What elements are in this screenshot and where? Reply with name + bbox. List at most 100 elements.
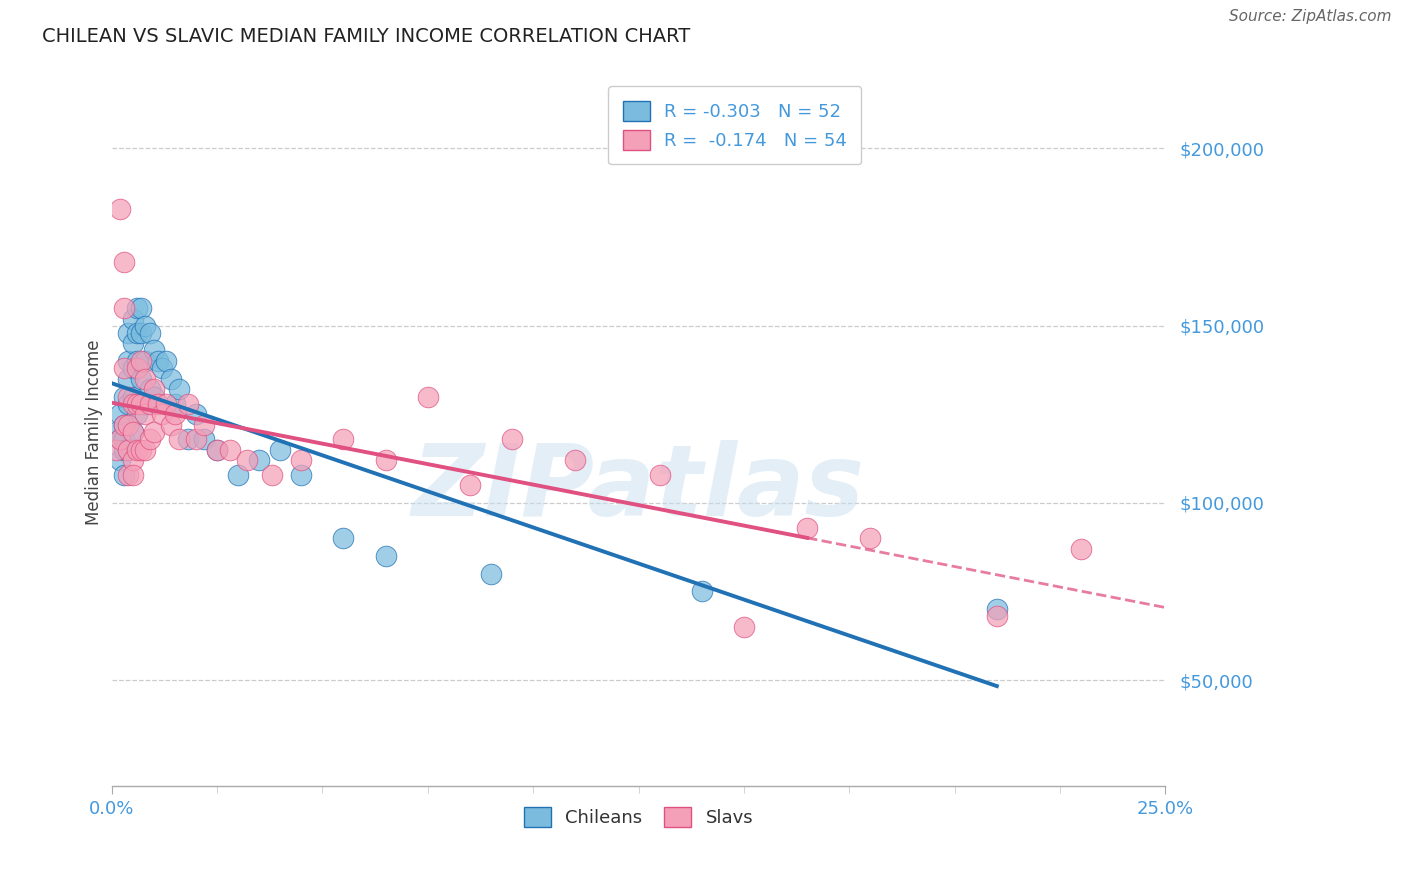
Point [176,396,198,410]
Point [117,326,139,340]
Point [290,467,312,482]
Point [121,467,143,482]
Point [205,442,228,457]
Point [648,467,671,482]
Point [733,620,755,634]
Point [117,372,139,386]
Point [247,453,270,467]
Point [374,453,396,467]
Point [108,407,131,421]
Point [117,390,139,404]
Point [125,354,148,368]
Point [129,442,152,457]
Point [564,453,586,467]
Point [193,432,215,446]
Point [117,442,139,457]
Point [134,407,156,421]
Point [129,326,152,340]
Point [138,383,160,397]
Point [226,467,249,482]
Point [134,354,156,368]
Point [134,318,156,333]
Point [112,301,135,315]
Point [125,396,148,410]
Point [121,311,143,326]
Point [112,432,135,446]
Point [150,407,173,421]
Point [121,396,143,410]
Point [146,354,169,368]
Point [986,609,1008,624]
Point [142,425,165,439]
Text: ZIPatlas: ZIPatlas [412,440,865,537]
Point [117,442,139,457]
Point [117,396,139,410]
Point [332,432,354,446]
Point [108,202,131,216]
Point [125,361,148,376]
Point [796,521,818,535]
Point [155,396,177,410]
Point [501,432,523,446]
Point [205,442,228,457]
Point [112,361,135,376]
Point [125,301,148,315]
Point [176,432,198,446]
Point [134,372,156,386]
Point [150,361,173,376]
Point [146,396,169,410]
Point [290,453,312,467]
Point [859,531,882,545]
Point [112,442,135,457]
Y-axis label: Median Family Income: Median Family Income [86,339,103,524]
Point [112,417,135,432]
Point [155,354,177,368]
Point [184,432,207,446]
Point [112,390,135,404]
Point [163,407,186,421]
Point [193,417,215,432]
Point [690,584,713,599]
Point [458,478,481,492]
Point [117,354,139,368]
Point [1070,541,1092,556]
Point [129,354,152,368]
Point [159,372,181,386]
Point [125,442,148,457]
Point [108,432,131,446]
Point [108,432,131,446]
Point [986,602,1008,616]
Point [104,425,127,439]
Point [112,467,135,482]
Point [269,442,291,457]
Point [121,453,143,467]
Point [117,417,139,432]
Point [108,453,131,467]
Point [121,425,143,439]
Point [121,425,143,439]
Point [163,396,186,410]
Text: Source: ZipAtlas.com: Source: ZipAtlas.com [1229,9,1392,24]
Point [121,336,143,351]
Point [125,326,148,340]
Point [138,396,160,410]
Point [129,372,152,386]
Point [121,390,143,404]
Point [416,390,439,404]
Point [167,432,190,446]
Point [142,390,165,404]
Point [138,432,160,446]
Point [332,531,354,545]
Point [129,396,152,410]
Point [167,383,190,397]
Point [112,254,135,268]
Point [159,417,181,432]
Point [112,417,135,432]
Point [117,467,139,482]
Point [134,396,156,410]
Legend: Chileans, Slavs: Chileans, Slavs [516,800,761,834]
Point [142,383,165,397]
Point [121,361,143,376]
Point [134,442,156,457]
Point [142,343,165,358]
